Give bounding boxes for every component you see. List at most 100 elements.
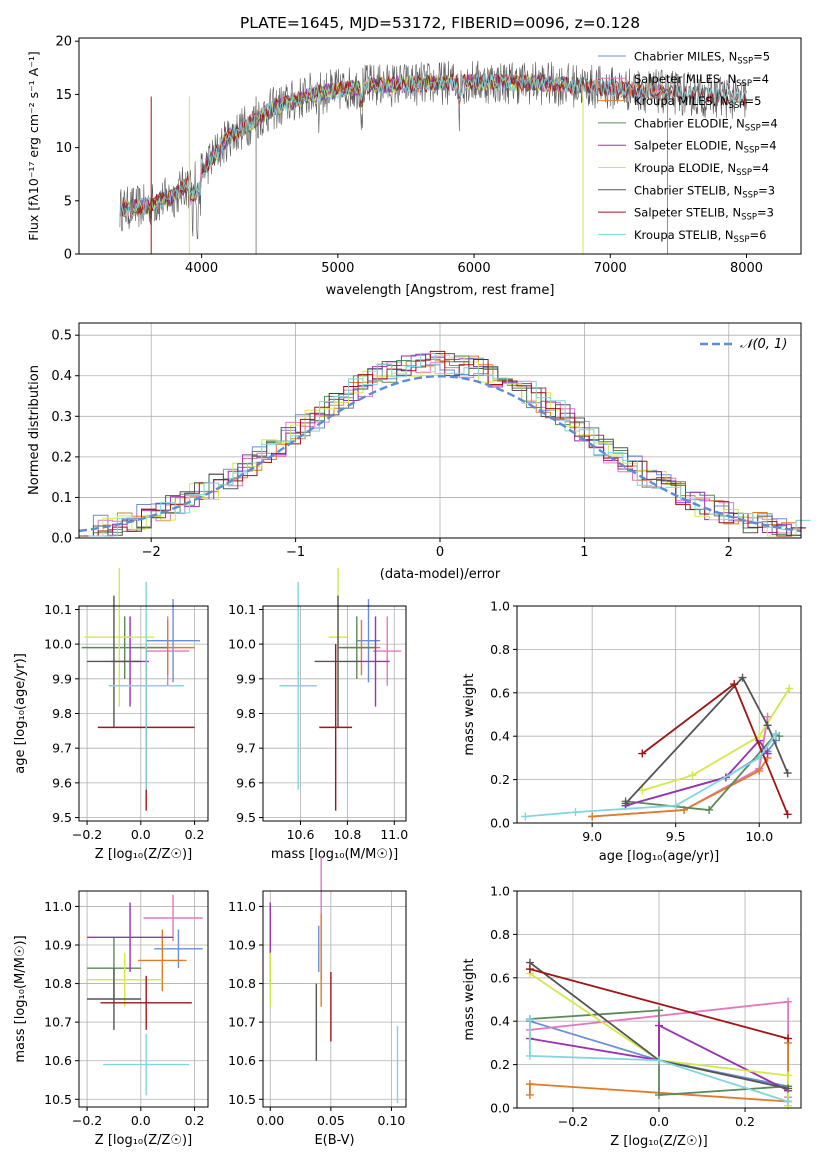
x-tick-label: 0.10 xyxy=(378,1113,406,1128)
x-axis-label: E(B-V) xyxy=(314,1133,354,1148)
legend-label-prefix: Salpeter ELODIE, N xyxy=(634,139,744,153)
legend-label-suffix: =5 xyxy=(753,50,770,64)
model-spectrum-line xyxy=(119,72,747,218)
legend-label: Chabrier ELODIE, NSSP=4 xyxy=(634,116,778,133)
x-tick-label: 4000 xyxy=(185,261,218,276)
x-tick-label: 0.2 xyxy=(735,1114,755,1129)
y-tick-label: 9.9 xyxy=(52,671,72,686)
y-tick-label: 11.0 xyxy=(228,899,256,914)
x-axis-label: mass [log₁₀(M/M☉)] xyxy=(271,847,398,862)
y-tick-label: 0.2 xyxy=(51,450,72,465)
y-tick-label: 10.9 xyxy=(228,938,256,953)
data-point-marker xyxy=(525,965,534,974)
y-tick-label: 0.1 xyxy=(51,491,72,506)
legend-label: Kroupa STELIB, NSSP=6 xyxy=(634,228,766,245)
x-axis-label: Z [log₁₀(Z/Z☉)] xyxy=(610,1134,707,1149)
axes-frame xyxy=(516,890,802,1109)
y-tick-label: 11.0 xyxy=(44,899,72,914)
legend-label-suffix: =4 xyxy=(761,116,778,130)
data-point-marker xyxy=(525,1051,534,1060)
residual-yticks: 0.0 0.1 0.2 0.3 0.4 0.5 xyxy=(51,329,79,547)
y-tick-label: 0.2 xyxy=(490,1057,510,1072)
x-tick-label: 0.0 xyxy=(649,1114,669,1129)
residual-legend-label: 𝒩(0, 1) xyxy=(740,337,787,352)
axes-frame xyxy=(516,605,802,824)
y-tick-label: 0.4 xyxy=(490,729,510,744)
y-axis-label: mass weight xyxy=(462,958,477,1040)
y-tick-label: 10.8 xyxy=(228,976,256,991)
x-tick-label: 11.0 xyxy=(380,827,408,842)
weight-vs-age-panel: 9.0 9.5 10.0 0.0 0.2 0.4 0.6 0.8 1.0 age [log₁₀(a… xyxy=(462,599,802,864)
legend-label: Chabrier STELIB, NSSP=3 xyxy=(634,183,775,200)
age-vs-Z-panel: −0.2 0.0 0.2 9.5 9.6 9.7 9.8 9.9 10.0 10.1 Z [log₁… xyxy=(13,567,209,862)
y-tick-label: 10.5 xyxy=(44,1092,72,1107)
axes-frame xyxy=(78,890,209,1108)
spectrum-axes-frame xyxy=(78,37,802,255)
data-point-marker xyxy=(571,808,580,817)
legend-label-prefix: Chabrier MILES, N xyxy=(634,50,737,64)
x-tick-label: 10.6 xyxy=(287,827,315,842)
series-line xyxy=(592,716,769,818)
y-axis-label: mass weight xyxy=(462,673,477,755)
y-tick-label: 0.4 xyxy=(490,1014,510,1029)
legend-label-subscript: SSP xyxy=(745,123,761,133)
spectrum-xticks: 4000 5000 6000 7000 8000 xyxy=(185,254,763,276)
y-tick-label: 10.7 xyxy=(44,1015,72,1030)
residual-panel: −2 −1 0 1 2 0.0 0.1 0.2 0.3 0.4 0.5 𝒩(0, 1) (data… xyxy=(27,322,811,582)
legend-label-suffix: =4 xyxy=(760,139,777,153)
y-tick-label: 10.6 xyxy=(44,1053,72,1068)
data-point-marker xyxy=(771,730,780,739)
x-tick-label: 2 xyxy=(725,545,733,560)
data-point-marker xyxy=(655,1006,663,1015)
y-tick-label: 20 xyxy=(55,35,72,50)
legend-label: Kroupa MILES, NSSP=5 xyxy=(634,94,761,111)
y-tick-label: 9.7 xyxy=(52,741,72,756)
data-point-marker xyxy=(783,810,792,819)
data-point-marker xyxy=(655,1021,663,1030)
x-tick-label: 8000 xyxy=(730,261,763,276)
data-point-marker xyxy=(730,680,739,689)
data-point-marker xyxy=(755,732,764,741)
data-point-marker xyxy=(688,771,697,780)
y-tick-label: 9.8 xyxy=(52,706,72,721)
y-tick-label: 0.3 xyxy=(51,410,72,425)
y-tick-label: 0 xyxy=(64,248,72,263)
x-axis-label: Z [log₁₀(Z/Z☉)] xyxy=(95,1133,192,1148)
series-line xyxy=(529,968,789,1040)
data-point-marker xyxy=(638,786,647,795)
y-tick-label: 9.7 xyxy=(236,741,256,756)
data-point-marker xyxy=(783,769,792,778)
y-tick-label: 9.9 xyxy=(236,671,256,686)
x-tick-label: −1 xyxy=(286,545,305,560)
y-tick-label: 10.7 xyxy=(228,1015,256,1030)
x-tick-label: 9.5 xyxy=(666,829,686,844)
x-tick-label: 0.00 xyxy=(256,1113,284,1128)
series-line xyxy=(642,688,791,792)
y-tick-label: 10.8 xyxy=(44,976,72,991)
legend-label-prefix: Kroupa MILES, N xyxy=(634,94,729,108)
y-tick-label: 0.0 xyxy=(490,816,510,831)
y-tick-label: 10 xyxy=(55,141,72,156)
x-axis-label: age [log₁₀(age/yr)] xyxy=(599,849,720,864)
series-line xyxy=(529,1024,789,1092)
y-tick-label: 0.6 xyxy=(490,685,510,700)
mass-vs-Z-panel: −0.2 0.0 0.2 10.5 10.6 10.7 10.8 10.9 11.0 Z [log… xyxy=(13,890,209,1148)
data-point-marker xyxy=(784,1084,793,1093)
axes-frame xyxy=(262,890,407,1108)
y-tick-label: 9.6 xyxy=(52,775,72,790)
y-tick-label: 10.0 xyxy=(44,637,72,652)
y-tick-label: 0.2 xyxy=(490,772,510,787)
data-point-marker xyxy=(785,684,794,693)
data-point-marker xyxy=(655,1090,663,1099)
y-tick-label: 0.8 xyxy=(490,642,510,657)
y-tick-label: 10.6 xyxy=(228,1053,256,1068)
legend-label-prefix: Salpeter MILES, N xyxy=(634,72,736,86)
legend-label-suffix: =5 xyxy=(744,94,761,108)
x-tick-label: −0.2 xyxy=(72,827,102,842)
x-tick-label: 7000 xyxy=(594,261,627,276)
legend-label-subscript: SSP xyxy=(737,57,753,67)
legend-label-prefix: Kroupa STELIB, N xyxy=(634,228,734,242)
y-axis-label: age [log₁₀(age/yr)] xyxy=(13,653,28,774)
data-point-marker xyxy=(738,673,747,682)
spectrum-ylabel: Flux [fλ10⁻¹⁷ erg cm⁻² s⁻¹ A⁻¹] xyxy=(26,51,41,240)
